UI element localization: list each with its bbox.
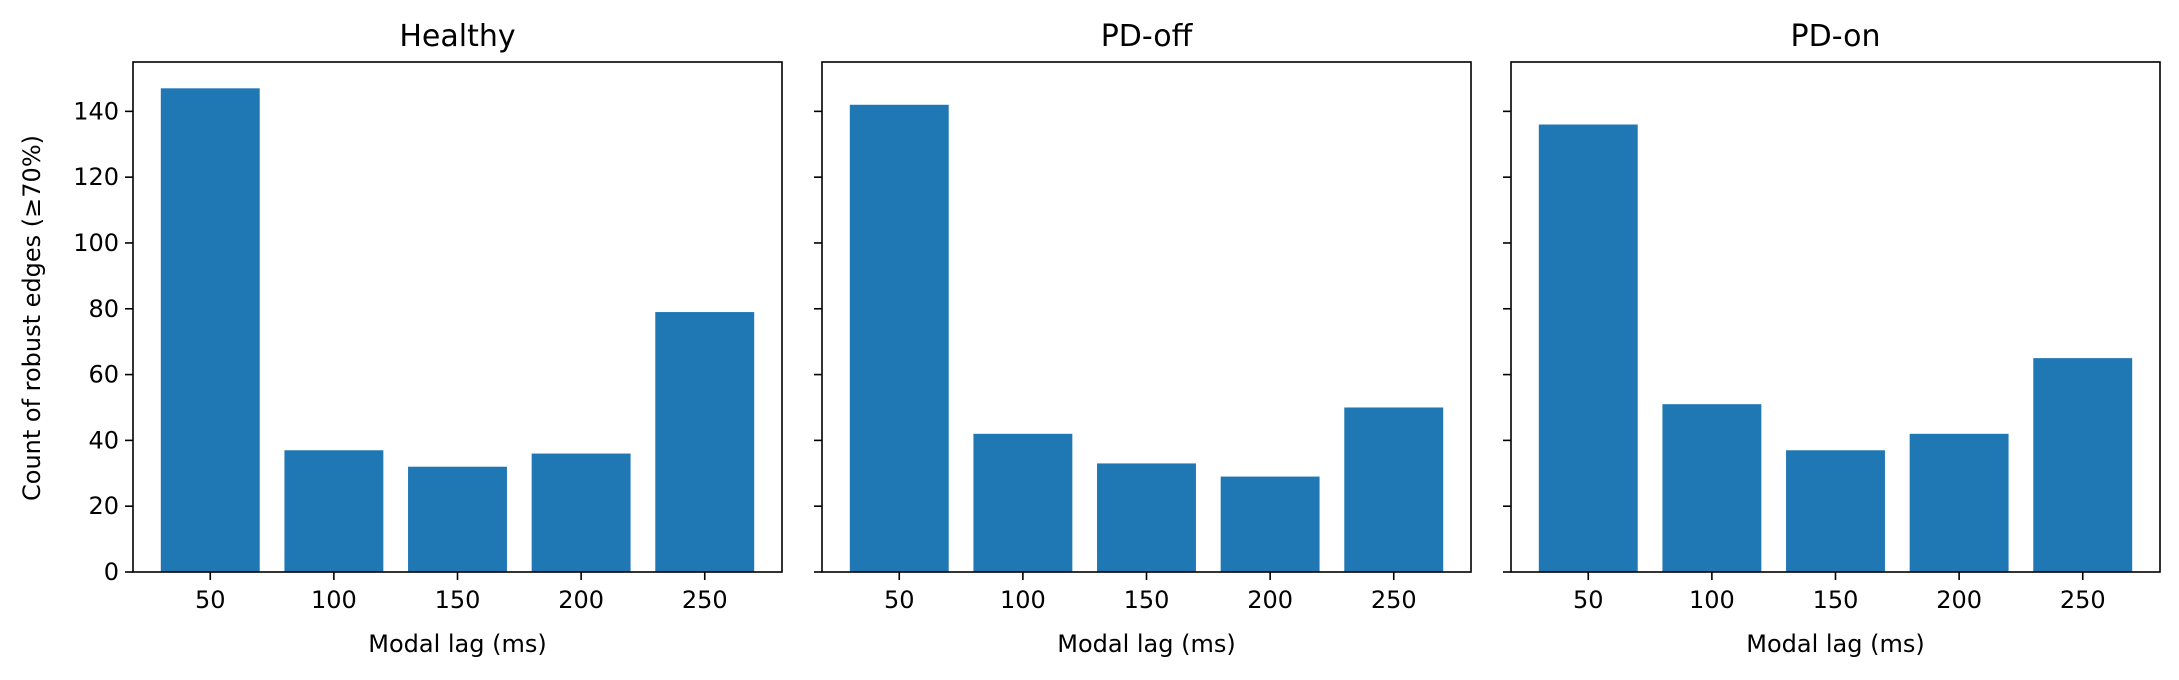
x-tick-label: 100	[1689, 586, 1735, 614]
bar-50	[160, 88, 260, 572]
bar-200	[531, 453, 631, 572]
y-tick-label: 40	[88, 426, 119, 454]
panel-title: PD-on	[1791, 19, 1881, 54]
panel-2: 50 100 150 200 250 PD-off Modal lag (ms)	[814, 19, 1472, 658]
bar-200	[1220, 476, 1320, 572]
y-tick-label: 20	[88, 492, 119, 520]
bar-50	[1538, 124, 1638, 573]
bar-250	[655, 312, 755, 572]
y-tick-label: 80	[88, 295, 119, 323]
x-tick-label: 100	[1000, 586, 1046, 614]
panel-title: Healthy	[399, 19, 515, 54]
x-tick-label: 50	[1573, 586, 1604, 614]
x-tick-label: 200	[558, 586, 604, 614]
x-tick-label: 200	[1936, 586, 1982, 614]
plot-frame	[1510, 61, 2161, 573]
y-tick-label: 0	[104, 558, 119, 586]
x-tick-label: 100	[311, 586, 357, 614]
bar-100	[284, 450, 384, 572]
bar-150	[1786, 450, 1885, 572]
bar-150	[408, 466, 507, 572]
y-tick-label: 120	[73, 163, 119, 191]
x-tick-label: 250	[1371, 586, 1417, 614]
panel-1: 50 100 150 200 250 0 20 40 60 80 100 120 140 Healthy M…	[73, 19, 783, 658]
y-tick-label: 60	[88, 361, 119, 389]
x-tick-label: 50	[884, 586, 915, 614]
x-axis-label: Modal lag (ms)	[368, 630, 546, 658]
bar-250	[2033, 358, 2133, 572]
panels: 50 100 150 200 250 0 20 40 60 80 100 120 140 Healthy M…	[73, 19, 2161, 658]
bar-250	[1344, 407, 1444, 572]
x-tick-label: 150	[1813, 586, 1859, 614]
y-axis-label: Count of robust edges (≥70%)	[18, 135, 46, 501]
x-axis-label: Modal lag (ms)	[1746, 630, 1924, 658]
bar-200	[1909, 433, 2009, 572]
x-tick-label: 150	[1124, 586, 1170, 614]
x-tick-label: 50	[195, 586, 226, 614]
y-tick-label: 140	[73, 97, 119, 125]
x-tick-label: 200	[1247, 586, 1293, 614]
panel-title: PD-off	[1101, 19, 1194, 54]
bar-100	[1662, 404, 1762, 572]
bar-50	[849, 104, 949, 573]
plot-frame	[821, 61, 1472, 573]
x-tick-label: 250	[2060, 586, 2106, 614]
bar-150	[1097, 463, 1196, 572]
x-axis-label: Modal lag (ms)	[1057, 630, 1235, 658]
y-tick-label: 100	[73, 229, 119, 257]
x-tick-label: 250	[682, 586, 728, 614]
panel-3: 50 100 150 200 250 PD-on Modal lag (ms)	[1503, 19, 2161, 658]
bar-100	[973, 433, 1073, 572]
plot-frame	[132, 61, 783, 573]
x-tick-label: 150	[435, 586, 481, 614]
